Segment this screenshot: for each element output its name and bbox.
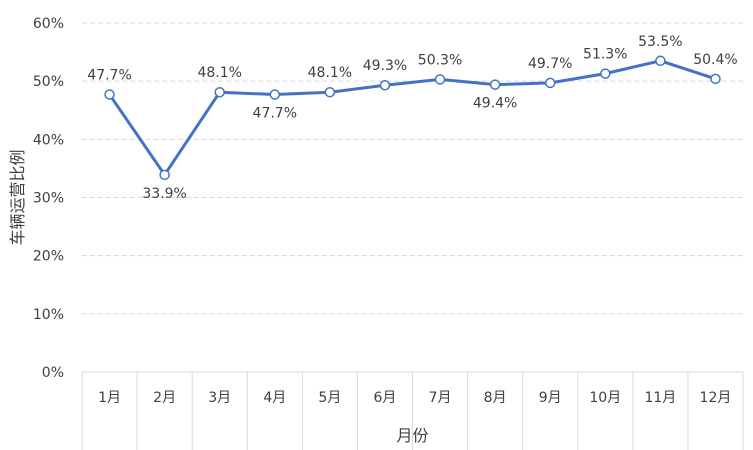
data-label: 48.1%: [308, 65, 352, 81]
data-point: [544, 77, 556, 89]
data-label: 49.7%: [528, 56, 572, 72]
data-label: 53.5%: [638, 34, 682, 50]
y-tick-label: 30%: [33, 191, 64, 207]
data-point: [324, 86, 336, 98]
y-tick-label: 50%: [33, 74, 64, 90]
x-tick-label: 8月: [484, 390, 507, 406]
x-tick-label: 12月: [700, 390, 732, 406]
gridlines: [82, 22, 743, 315]
data-point: [600, 68, 611, 79]
data-point: [710, 73, 721, 85]
data-point: [434, 74, 446, 85]
data-label: 48.1%: [197, 65, 241, 81]
data-point: [269, 89, 281, 100]
data-label: 47.7%: [253, 106, 297, 122]
x-axis: 1月 2月 3月 4月 5月 6月 7月 8月 9月 10月 11月 12月: [81, 371, 744, 450]
y-tick-label: 0%: [42, 365, 64, 381]
x-tick-label: 6月: [373, 390, 396, 406]
y-tick-label: 40%: [33, 132, 64, 148]
data-label: 49.3%: [363, 58, 407, 74]
data-point: [159, 169, 170, 181]
y-tick-label: 20%: [33, 249, 64, 265]
data-point: [655, 55, 666, 67]
data-point: [489, 79, 501, 90]
y-tick-labels: 0% 10% 20% 30% 40% 50% 60%: [33, 16, 64, 381]
series-line: [108, 59, 716, 177]
x-tick-label: 4月: [263, 390, 286, 406]
data-point: [379, 79, 391, 91]
y-tick-label: 10%: [33, 307, 64, 323]
x-tick-label: 9月: [539, 390, 562, 406]
data-label: 50.4%: [693, 52, 737, 68]
series-line-group: [104, 55, 721, 181]
data-point: [104, 89, 115, 100]
x-tick-label: 7月: [429, 390, 452, 406]
x-tick-label: 5月: [318, 390, 341, 406]
y-tick-label: 60%: [33, 16, 64, 32]
x-tick-label: 10月: [589, 390, 621, 406]
x-axis-title: 月份: [396, 426, 428, 445]
y-axis-title: 车辆运营比例: [8, 149, 27, 245]
x-tick-label: 11月: [644, 390, 676, 406]
data-label: 49.4%: [473, 96, 517, 112]
data-labels: 47.7% 33.9% 48.1% 47.7% 48.1% 49.3% 50.3% 49.4%…: [87, 34, 737, 202]
data-label: 50.3%: [418, 52, 462, 68]
x-tick-label: 1月: [98, 390, 121, 406]
x-tick-label: 2月: [153, 390, 176, 406]
data-label: 47.7%: [87, 68, 131, 84]
data-label: 51.3%: [583, 47, 627, 63]
data-point: [214, 86, 225, 98]
data-label: 33.9%: [142, 186, 186, 202]
x-tick-label: 3月: [208, 390, 231, 406]
